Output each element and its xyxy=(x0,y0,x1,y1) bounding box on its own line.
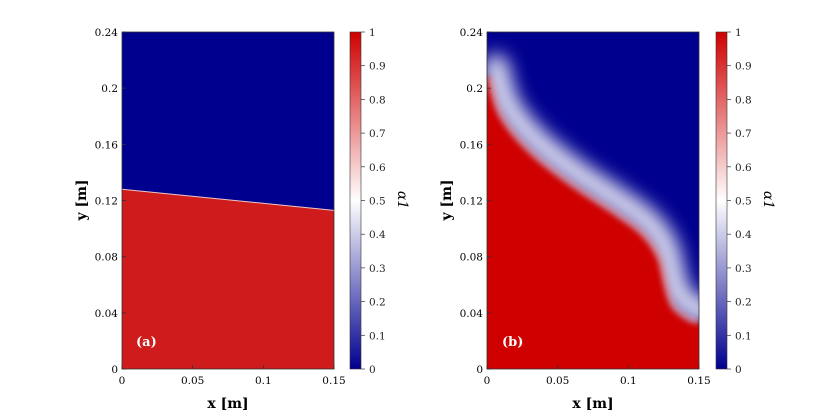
panel-b-interface-line xyxy=(488,76,699,323)
colorbar-a-bar xyxy=(349,31,362,370)
colorbar-tick-label: 0.5 xyxy=(735,196,752,208)
x-tick-label: 0.05 xyxy=(181,375,204,387)
y-tick-label: 0.04 xyxy=(95,308,119,320)
colorbar-b: 0 0.1 0.2 0.3 0.4 0.5 0.6 0.7 0.8 0.9 1 α1 xyxy=(715,27,776,376)
colorbar-tick-label: 0.2 xyxy=(735,297,752,309)
colorbar-tick-label: 0.1 xyxy=(735,330,752,342)
y-tick-label: 0.12 xyxy=(460,196,483,208)
x-tick-label: 0.1 xyxy=(255,375,272,387)
colorbar-tick-label: 0.9 xyxy=(735,61,752,73)
colorbar-tick-label: 0.7 xyxy=(735,128,752,140)
y-tick-label: 0 xyxy=(111,364,118,376)
y-tick-label: 0.24 xyxy=(460,27,484,39)
colorbar-a-label: α1 xyxy=(394,191,410,209)
colorbar-b-label: α1 xyxy=(760,191,776,209)
x-tick-label: 0.1 xyxy=(620,375,637,387)
y-tick-label: 0.2 xyxy=(466,83,483,95)
colorbar-tick-label: 0.9 xyxy=(369,61,386,73)
panel-b-xlabel: x [m] xyxy=(572,396,613,412)
colorbar-tick-label: 0.4 xyxy=(369,229,386,241)
x-tick-label: 0 xyxy=(119,375,126,387)
panel-a-ylabel: y [m] xyxy=(74,179,90,221)
panel-b-label: (b) xyxy=(502,335,523,350)
y-tick-label: 0.24 xyxy=(95,27,119,39)
panel-a-red-region xyxy=(122,189,334,369)
colorbar-tick-label: 0.1 xyxy=(369,330,386,342)
panel-b-ticks: 0 0.05 0.1 0.15 0 0.04 0.08 0.12 0.16 0.2 0.24 xyxy=(460,27,711,387)
y-tick-label: 0.16 xyxy=(460,139,484,151)
colorbar-b-ticks: 0 0.1 0.2 0.3 0.4 0.5 0.6 0.7 0.8 0.9 1 xyxy=(727,27,752,376)
colorbar-tick-label: 0 xyxy=(735,364,742,376)
colorbar-b-bar xyxy=(715,31,728,370)
y-tick-label: 0.16 xyxy=(95,139,119,151)
panel-a-interface-line xyxy=(122,188,334,211)
y-tick-label: 0.2 xyxy=(101,83,118,95)
y-tick-label: 0.08 xyxy=(95,252,118,264)
colorbar-tick-label: 0.3 xyxy=(369,263,386,275)
colorbar-tick-label: 0.7 xyxy=(369,128,386,140)
panel-b-ylabel: y [m] xyxy=(439,179,455,221)
panel-b-red-region xyxy=(487,76,699,369)
colorbar-tick-label: 1 xyxy=(735,27,742,39)
panel-a-ticks: 0 0.05 0.1 0.15 0 0.04 0.08 0.12 0.16 0.2 0.24 xyxy=(95,27,346,387)
panel-a-label: (a) xyxy=(136,335,157,350)
colorbar-tick-label: 0.3 xyxy=(735,263,752,275)
colorbar-tick-label: 0.8 xyxy=(735,94,752,106)
x-tick-label: 0.15 xyxy=(322,375,345,387)
colorbar-tick-label: 0.6 xyxy=(735,162,752,174)
y-tick-label: 0.04 xyxy=(460,308,484,320)
panel-a-xlabel: x [m] xyxy=(207,396,248,412)
y-tick-label: 0.08 xyxy=(460,252,483,264)
colorbar-tick-label: 0.6 xyxy=(369,162,386,174)
x-tick-label: 0.05 xyxy=(546,375,569,387)
panel-a: 0 0.05 0.1 0.15 0 0.04 0.08 0.12 0.16 0.2 0.24 (a)… xyxy=(74,27,346,412)
x-tick-label: 0.15 xyxy=(687,375,710,387)
colorbar-tick-label: 0.4 xyxy=(735,229,752,241)
colorbar-tick-label: 0 xyxy=(369,364,376,376)
colorbar-tick-label: 0.2 xyxy=(369,297,386,309)
x-tick-label: 0 xyxy=(484,375,491,387)
colorbar-tick-label: 0.8 xyxy=(369,94,386,106)
colorbar-tick-label: 0.5 xyxy=(369,196,386,208)
panel-b: 0 0.05 0.1 0.15 0 0.04 0.08 0.12 0.16 0.2 0.24 (b)… xyxy=(439,27,711,412)
colorbar-a-ticks: 0 0.1 0.2 0.3 0.4 0.5 0.6 0.7 0.8 0.9 1 xyxy=(361,27,386,376)
colorbar-tick-label: 1 xyxy=(369,27,376,39)
panel-b-diffuse-band xyxy=(487,53,699,324)
y-tick-label: 0.12 xyxy=(95,196,118,208)
colorbar-a: 0 0.1 0.2 0.3 0.4 0.5 0.6 0.7 0.8 0.9 1 α1 xyxy=(349,27,410,376)
y-tick-label: 0 xyxy=(476,364,483,376)
